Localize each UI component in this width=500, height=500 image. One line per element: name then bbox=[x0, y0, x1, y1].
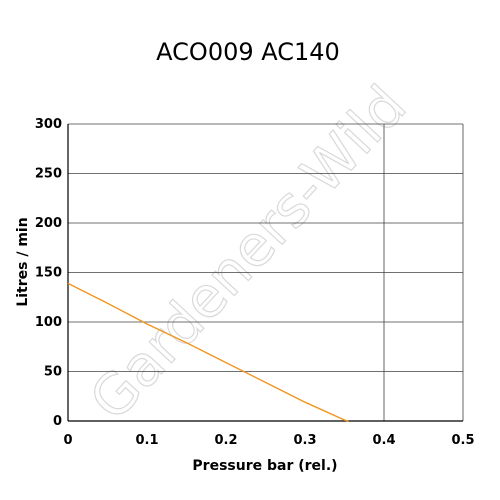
y-tick-label: 300 bbox=[35, 117, 62, 132]
chart-title: ACO009 AC140 bbox=[156, 38, 340, 66]
y-tick-label: 150 bbox=[35, 266, 62, 281]
gridlines bbox=[68, 123, 464, 421]
y-tick-label: 0 bbox=[53, 414, 62, 429]
y-axis-label: Litres / min bbox=[15, 217, 31, 306]
watermark-text: Gardeners-Wild bbox=[78, 74, 419, 433]
x-tick-label: 0.2 bbox=[214, 433, 237, 448]
y-tick-label: 50 bbox=[44, 365, 62, 380]
y-tick-label: 200 bbox=[35, 216, 62, 231]
axes bbox=[67, 124, 463, 422]
x-tick-label: 0.1 bbox=[135, 433, 158, 448]
x-tick-label: 0 bbox=[63, 433, 72, 448]
x-tick-label: 0.4 bbox=[372, 433, 395, 448]
watermark: Gardeners-Wild bbox=[77, 73, 419, 433]
tick-labels: 0 50 100 150 200 250 300 0 0.1 0.2 0.3 0.4 0.5 bbox=[35, 117, 475, 448]
x-tick-label: 0.3 bbox=[293, 433, 316, 448]
series-line-0 bbox=[67, 282, 349, 422]
y-tick-label: 250 bbox=[35, 167, 62, 182]
series-layer bbox=[67, 282, 349, 422]
y-tick-label: 100 bbox=[35, 315, 62, 330]
x-tick-label: 0.5 bbox=[451, 433, 474, 448]
x-axis-label: Pressure bar (rel.) bbox=[192, 458, 337, 474]
